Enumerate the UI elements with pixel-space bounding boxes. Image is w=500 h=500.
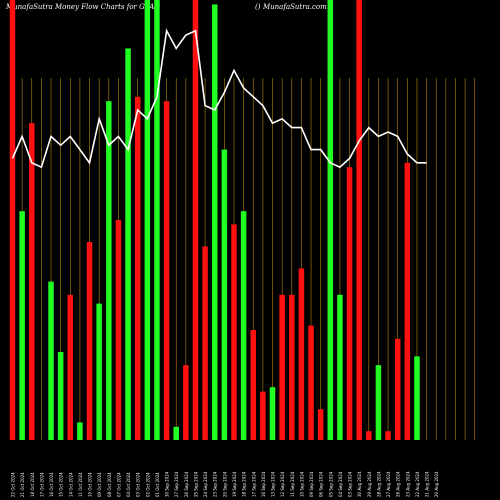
date-label: 03 Oct 2024 (136, 472, 141, 497)
bar (279, 294, 285, 440)
date-label: 21 Aug 2024 (425, 471, 430, 497)
bar (67, 294, 74, 440)
bar (385, 431, 391, 440)
date-label: 13 Sep 2024 (271, 471, 276, 497)
chart-title: MunafaSutra Money Flow Charts for GVAD (6, 3, 160, 11)
bar (163, 101, 170, 440)
bar (192, 0, 199, 440)
date-label: 25 Sep 2024 (193, 471, 198, 497)
bar (77, 422, 83, 440)
date-label: 18 Sep 2024 (242, 471, 247, 497)
date-label: 01 Oct 2024 (155, 472, 160, 497)
bar (317, 409, 324, 440)
bar (57, 352, 64, 440)
date-label: 06 Sep 2024 (319, 471, 324, 497)
bar (298, 268, 305, 440)
date-label: 20 Aug 2024 (434, 471, 439, 497)
date-label: 24 Sep 2024 (203, 471, 208, 497)
date-label: 30 Aug 2024 (357, 471, 362, 497)
date-label: 02 Oct 2024 (145, 472, 150, 497)
bar (250, 330, 256, 440)
date-label: 12 Sep 2024 (280, 471, 285, 497)
bar (9, 0, 16, 440)
bar (154, 0, 160, 440)
bar-series (9, 0, 420, 441)
bar (240, 211, 247, 440)
bar (183, 365, 189, 440)
line-series (11, 28, 427, 169)
bar (260, 391, 266, 440)
bar (96, 303, 102, 440)
site-name: MunafaSutra.com (263, 3, 327, 11)
date-label: 27 Sep 2024 (174, 471, 179, 497)
bar (125, 48, 131, 441)
date-label: 16 Sep 2024 (261, 471, 266, 497)
date-label: 04 Sep 2024 (338, 471, 343, 497)
date-label: 18 Oct 2024 (30, 472, 35, 497)
bar (289, 294, 295, 440)
bar (221, 149, 228, 440)
date-label: 17 Oct 2024 (39, 472, 44, 497)
date-label: 05 Sep 2024 (328, 471, 333, 497)
bar (356, 0, 362, 440)
date-label: 30 Sep 2024 (165, 471, 170, 497)
date-label: 09 Sep 2024 (309, 471, 314, 497)
date-label: 21 Oct 2024 (20, 472, 25, 497)
date-label: 16 Oct 2024 (49, 472, 54, 497)
date-label: 07 Oct 2024 (116, 472, 121, 497)
date-label: 10 Sep 2024 (299, 471, 304, 497)
bar (211, 4, 218, 441)
money-flow-line (11, 28, 427, 169)
bar (375, 365, 382, 440)
date-label: 03 Sep 2024 (348, 471, 353, 497)
date-label: 26 Sep 2024 (184, 471, 189, 497)
bar (327, 0, 334, 440)
date-label: 04 Oct 2024 (126, 472, 131, 497)
date-label: 27 Aug 2024 (386, 471, 391, 497)
bar (19, 211, 25, 440)
bar (394, 338, 401, 440)
bar (366, 431, 372, 440)
symbol-paren: () (255, 3, 261, 11)
bar (269, 387, 276, 440)
bar (346, 167, 353, 440)
bar (48, 281, 54, 440)
date-label: 22 Aug 2024 (415, 471, 420, 497)
bar (115, 220, 122, 440)
bar (337, 294, 343, 440)
date-label: 15 Oct 2024 (59, 472, 64, 497)
date-label: 28 Aug 2024 (376, 471, 381, 497)
date-label: 09 Oct 2024 (97, 472, 102, 497)
date-labels: 22 Oct 2024 21 Oct 2024 18 Oct 2024 17 Oct … (11, 471, 440, 497)
bar (86, 242, 93, 440)
bar (173, 426, 179, 440)
date-label: 20 Sep 2024 (222, 471, 227, 497)
date-label: 29 Aug 2024 (367, 471, 372, 497)
date-label: 23 Sep 2024 (213, 471, 218, 497)
date-label: 23 Aug 2024 (405, 471, 410, 497)
date-label: 11 Sep 2024 (290, 471, 295, 497)
bar (404, 162, 411, 441)
bar (134, 96, 141, 441)
date-label: 11 Oct 2024 (78, 472, 83, 497)
date-label: 17 Sep 2024 (251, 471, 256, 497)
date-label: 10 Oct 2024 (88, 472, 93, 497)
date-label: 08 Oct 2024 (107, 472, 112, 497)
date-label: 14 Oct 2024 (68, 472, 73, 497)
bar (231, 224, 237, 440)
bar (144, 0, 151, 440)
date-label: 22 Oct 2024 (11, 472, 16, 497)
date-label: 19 Sep 2024 (232, 471, 237, 497)
bar (308, 325, 314, 440)
bar (29, 123, 35, 440)
date-label: 26 Aug 2024 (396, 471, 401, 497)
bar (414, 356, 420, 440)
bar (202, 246, 208, 440)
bar (106, 101, 112, 440)
